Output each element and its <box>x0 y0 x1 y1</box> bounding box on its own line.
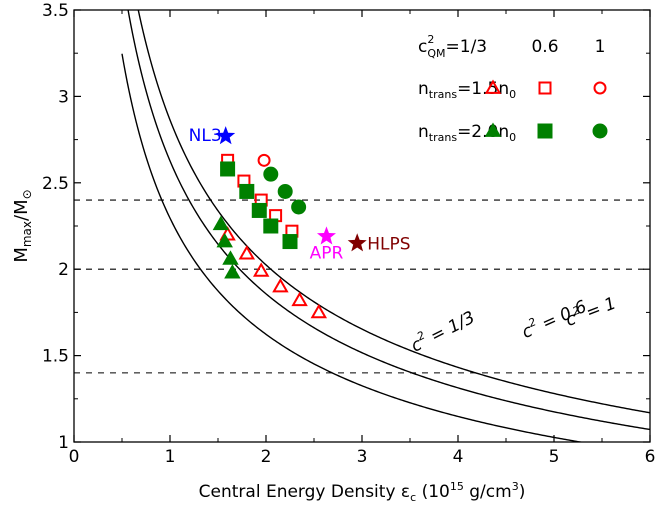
point-triangle-filled <box>222 250 239 265</box>
curve-labels: c2 = 1c2 = 0.6c2 = 1/3 <box>407 294 619 357</box>
legend-row-label-main: n <box>418 122 429 142</box>
x-tick-label: 5 <box>549 447 560 467</box>
reference-lines <box>74 199 650 374</box>
legend-row-label-sub: trans <box>429 88 458 101</box>
x-tick-label: 6 <box>645 447 655 467</box>
x-axis-label-sub: c <box>410 491 416 504</box>
point-triangle-open <box>238 245 256 260</box>
x-axis-label-unit-sup2: 3 <box>512 480 519 493</box>
x-axis-label-unit-post: ) <box>519 482 526 502</box>
curve-1 <box>127 10 650 431</box>
legend-row-label-post: =1.5n <box>457 79 509 99</box>
curve-label-sup: 2 <box>571 304 582 319</box>
legend-header-sub: QM <box>427 47 445 60</box>
data-markers <box>212 153 328 319</box>
y-axis-label-sub2: ⊙ <box>20 189 34 199</box>
point-square-filled <box>282 234 298 250</box>
legend-marker-circle-1 <box>592 123 608 139</box>
y-axis-label: Mmax/M⊙ <box>11 189 34 262</box>
x-tick-label: 0 <box>69 447 80 467</box>
legend-marker-square-0 <box>538 81 552 95</box>
y-tick-label: 1 <box>58 433 69 453</box>
point-square-filled <box>263 218 279 234</box>
eos-star-apr <box>316 226 336 245</box>
x-tick-label: 4 <box>453 447 464 467</box>
legend-row-label-0: ntrans=1.5n0 <box>418 79 516 101</box>
point-circle-filled <box>291 199 307 215</box>
curve-label-2: c2 = 1/3 <box>407 305 479 357</box>
y-axis-label-sub: max <box>20 221 34 247</box>
x-axis-label-unit-pre: (10 <box>416 482 450 502</box>
point-triangle-filled <box>216 233 233 248</box>
x-axis-label-unit-mid: g/cm <box>464 482 512 502</box>
y-axis-label-main: M <box>11 247 32 263</box>
curve-label-post: = 0.6 <box>534 297 590 337</box>
curve-2 <box>121 53 585 442</box>
eos-label-nl3: NL3 <box>189 126 222 146</box>
curve-label-1: c2 = 0.6 <box>518 294 590 343</box>
legend-row-label-sub2: 0 <box>509 131 516 144</box>
legend-row-label-post: =2.0n <box>457 122 509 142</box>
point-triangle-open <box>272 277 289 293</box>
legend-marker-triangle-1 <box>484 122 502 137</box>
eos-star-nl3 <box>216 126 236 145</box>
legend-row-label-main: n <box>418 79 429 99</box>
legend-header: c2 QM=1/3 <box>418 33 487 60</box>
y-tick-label: 1.5 <box>42 347 69 367</box>
y-axis-label-mid: /M <box>11 199 32 221</box>
x-tick-label: 1 <box>165 447 176 467</box>
y-tick-label: 2.5 <box>42 174 69 194</box>
x-axis-label-unit-sup: 15 <box>450 480 464 493</box>
point-square-filled <box>239 183 255 199</box>
legend-column-1: 1 <box>595 37 606 57</box>
legend-row-label-sub: trans <box>429 131 458 144</box>
point-triangle-filled <box>212 215 230 231</box>
legend-marker-square-1 <box>537 123 553 139</box>
eos-label-apr: APR <box>310 243 344 263</box>
point-triangle-open <box>291 291 308 307</box>
point-triangle-filled <box>224 264 241 279</box>
legend-header-main: c <box>418 37 427 57</box>
point-circle-filled <box>277 183 293 199</box>
sound-speed-curves <box>121 10 650 442</box>
y-tick-label: 3 <box>58 87 69 107</box>
point-triangle-open <box>310 303 328 319</box>
eos-stars: NL3 APR HLPS <box>189 126 410 263</box>
curve-label-post: = 1/3 <box>423 308 479 350</box>
point-square-filled <box>251 202 267 218</box>
legend-row-label-sub2: 0 <box>509 88 516 101</box>
legend-header-post: =1/3 <box>446 37 488 57</box>
x-axis-label-main: Central Energy Density ε <box>199 482 410 502</box>
legend-marker-circle-0 <box>593 81 607 95</box>
legend-header-sup: 2 <box>427 33 434 46</box>
point-triangle-open <box>252 262 270 277</box>
point-square-filled <box>220 161 236 177</box>
axes: 0 1 2 3 4 5 611.522.533.5 <box>42 1 655 467</box>
curve-0 <box>137 10 650 414</box>
x-axis-label: Central Energy Density εc (1015 g/cm3) <box>199 480 526 504</box>
legend-column-0: 0.6 <box>531 37 558 57</box>
y-tick-label: 2 <box>58 260 69 280</box>
legend-marker-triangle-0 <box>484 79 502 94</box>
legend-row-label-1: ntrans=2.0n0 <box>418 122 516 144</box>
curve-label-sup: 2 <box>526 315 538 330</box>
x-tick-label: 3 <box>357 447 368 467</box>
eos-star-hlps <box>347 233 367 252</box>
y-tick-label: 3.5 <box>42 1 69 21</box>
point-circle-filled <box>263 166 279 182</box>
x-tick-label: 2 <box>261 447 272 467</box>
eos-label-hlps: HLPS <box>367 234 410 254</box>
plot-frame <box>73 9 651 443</box>
point-circle-open <box>257 153 271 167</box>
